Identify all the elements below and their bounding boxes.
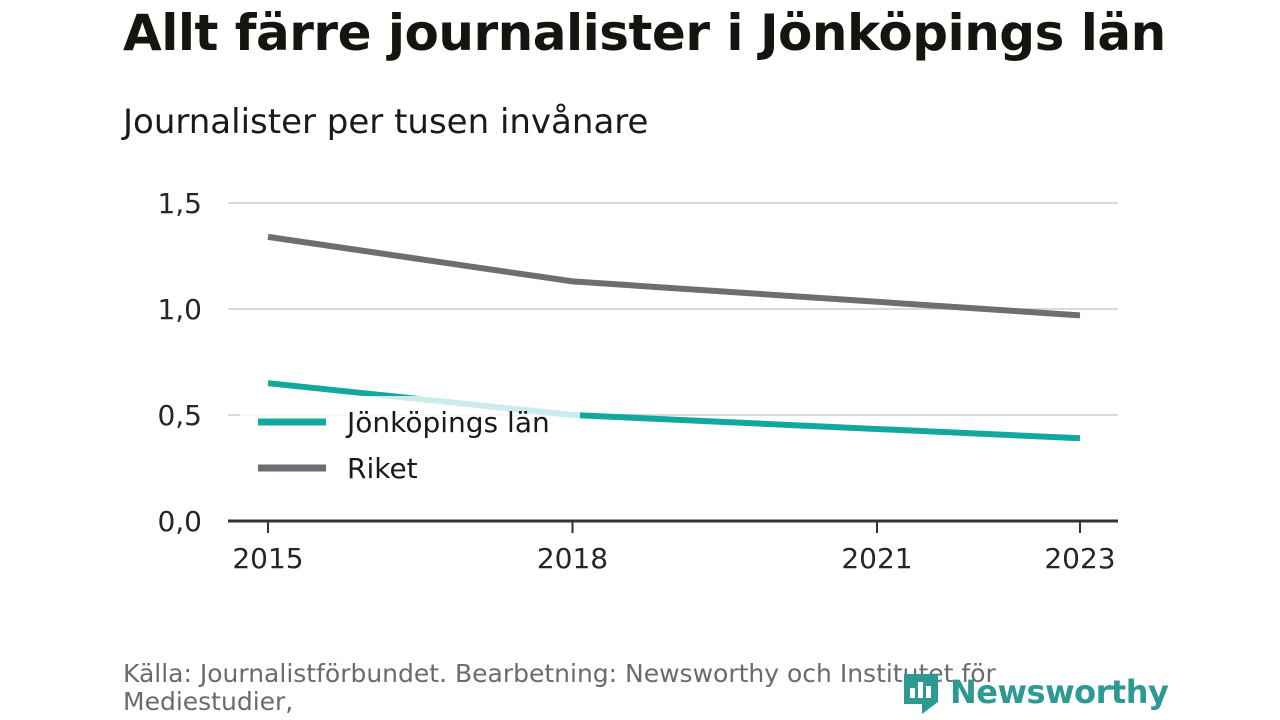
- y-tick-label: 1,0: [157, 293, 202, 326]
- y-tick-label: 0,0: [157, 505, 202, 538]
- newsworthy-logo-icon: [904, 674, 938, 714]
- x-tick-label: 2018: [537, 542, 608, 575]
- y-tick-label: 1,5: [157, 187, 202, 220]
- y-axis-labels: 0,0 0,5 1,0 1,5: [157, 187, 202, 538]
- legend: Jönköpings län Riket: [240, 396, 580, 496]
- series-line-1: [267, 233, 1081, 319]
- x-tick-label: 2015: [232, 542, 303, 575]
- x-tick-label: 2023: [1044, 542, 1115, 575]
- newsworthy-logo: Newsworthy: [900, 668, 1169, 716]
- legend-label: Jönköpings län: [345, 406, 550, 439]
- logo-text: Newsworthy: [950, 673, 1169, 711]
- legend-label: Riket: [347, 452, 418, 485]
- x-axis-labels: 2015 2018 2021 2023: [232, 542, 1115, 575]
- x-tick-label: 2021: [841, 542, 912, 575]
- y-tick-label: 0,5: [157, 399, 202, 432]
- x-axis: [228, 519, 1118, 533]
- legend-background: [240, 396, 580, 496]
- chart-title: Allt färre journalister i Jönköpings län: [123, 4, 1166, 62]
- source-note: Källa: Journalistförbundet. Bearbetning:…: [123, 659, 996, 716]
- chart-subtitle: Journalister per tusen invånare: [123, 102, 649, 142]
